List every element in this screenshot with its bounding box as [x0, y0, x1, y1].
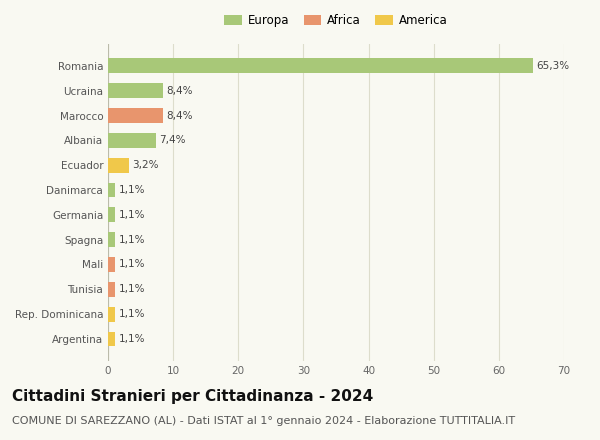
- Bar: [108, 83, 163, 98]
- Bar: [108, 232, 115, 247]
- Text: 7,4%: 7,4%: [160, 136, 186, 145]
- Bar: [108, 59, 533, 73]
- Text: 1,1%: 1,1%: [118, 210, 145, 220]
- Text: 1,1%: 1,1%: [118, 309, 145, 319]
- Bar: [108, 207, 115, 222]
- Bar: [108, 282, 115, 297]
- Text: 8,4%: 8,4%: [166, 86, 193, 95]
- Text: Cittadini Stranieri per Cittadinanza - 2024: Cittadini Stranieri per Cittadinanza - 2…: [12, 389, 373, 404]
- Bar: [108, 257, 115, 272]
- Bar: [108, 158, 129, 172]
- Text: 1,1%: 1,1%: [118, 334, 145, 344]
- Bar: [108, 331, 115, 346]
- Text: 1,1%: 1,1%: [118, 185, 145, 195]
- Bar: [108, 183, 115, 198]
- Bar: [108, 133, 156, 148]
- Text: COMUNE DI SAREZZANO (AL) - Dati ISTAT al 1° gennaio 2024 - Elaborazione TUTTITAL: COMUNE DI SAREZZANO (AL) - Dati ISTAT al…: [12, 416, 515, 426]
- Text: 8,4%: 8,4%: [166, 110, 193, 121]
- Text: 1,1%: 1,1%: [118, 260, 145, 269]
- Bar: [108, 108, 163, 123]
- Bar: [108, 307, 115, 322]
- Text: 1,1%: 1,1%: [118, 284, 145, 294]
- Legend: Europa, Africa, America: Europa, Africa, America: [220, 9, 452, 32]
- Text: 65,3%: 65,3%: [536, 61, 570, 71]
- Text: 1,1%: 1,1%: [118, 235, 145, 245]
- Text: 3,2%: 3,2%: [132, 160, 158, 170]
